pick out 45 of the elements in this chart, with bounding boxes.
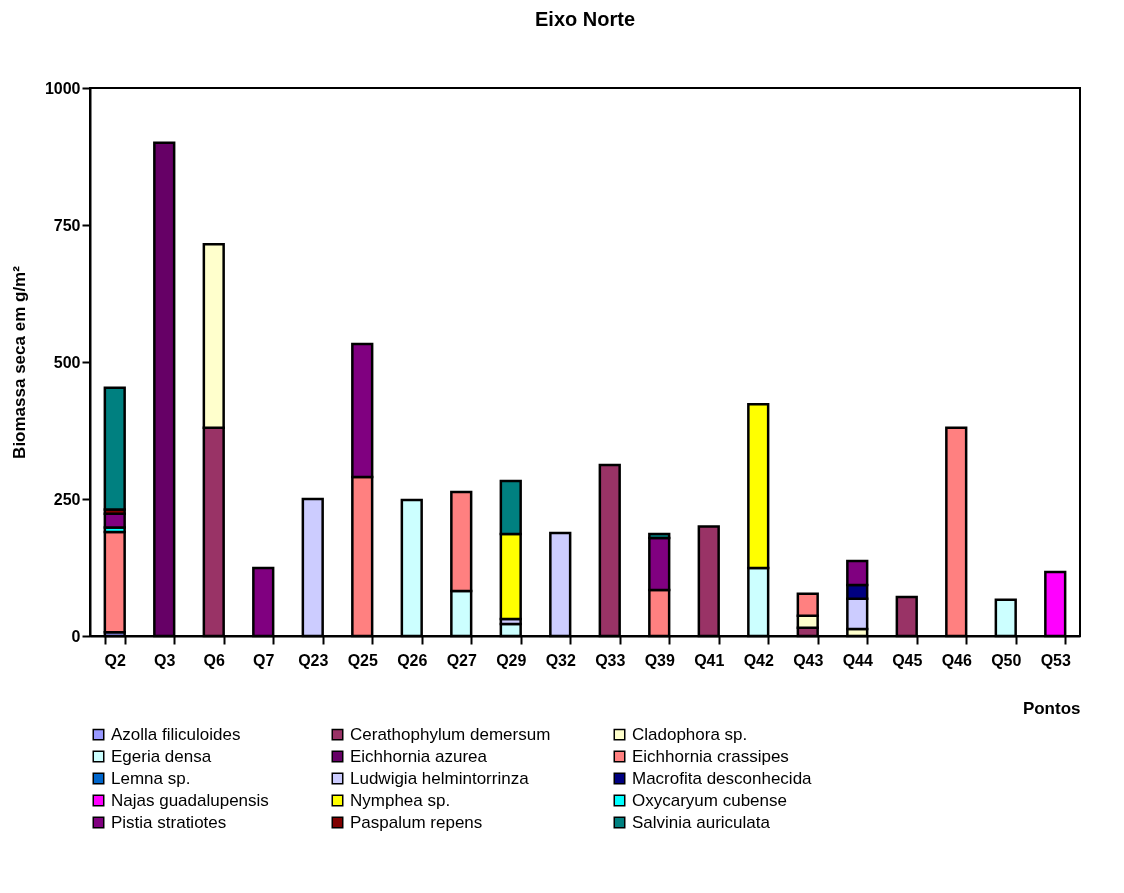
x-tick-label: Q32 — [545, 651, 576, 669]
legend-label: Ludwigia helmintorrinza — [350, 768, 530, 788]
y-tick-label: 250 — [53, 490, 81, 508]
x-tick-label: Q7 — [253, 651, 275, 669]
x-tick-label: Q43 — [793, 651, 824, 669]
y-tick-label: 0 — [71, 627, 81, 645]
legend-label: Oxycaryum cubense — [632, 790, 787, 810]
x-tick-label: Q50 — [991, 651, 1022, 669]
legend-label: Azolla filiculoides — [111, 724, 241, 744]
legend-label: Najas guadalupensis — [111, 790, 269, 810]
legend-label: Lemna sp. — [111, 768, 191, 788]
legend-label: Eichhornia azurea — [350, 746, 488, 766]
chart-title: Eixo Norte — [534, 8, 636, 30]
legend-label: Macrofita desconhecida — [632, 768, 813, 788]
legend-label: Pistia stratiotes — [111, 812, 227, 832]
x-tick-label: Q33 — [595, 651, 626, 669]
legend-label: Paspalum repens — [350, 812, 483, 832]
y-tick-label: 750 — [53, 216, 81, 234]
x-tick-label: Q39 — [644, 651, 675, 669]
legend-label: Cladophora sp. — [632, 724, 748, 744]
legend-label: Salvinia auriculata — [632, 812, 771, 832]
x-tick-label: Q53 — [1040, 651, 1071, 669]
x-tick-label: Q23 — [298, 651, 329, 669]
y-tick-label: 1000 — [44, 79, 81, 97]
legend-label: Cerathophylum demersum — [350, 724, 551, 744]
x-tick-label: Q45 — [892, 651, 923, 669]
x-tick-label: Q46 — [941, 651, 972, 669]
x-tick-label: Q26 — [397, 651, 428, 669]
y-tick-label: 500 — [53, 353, 81, 371]
legend-label: Egeria densa — [111, 746, 212, 766]
x-tick-label: Q2 — [104, 651, 127, 669]
x-tick-label: Q3 — [154, 651, 176, 669]
bar — [103, 530, 126, 634]
x-tick-label: Q25 — [347, 651, 378, 669]
legend-label: Eichhornia crassipes — [632, 746, 789, 766]
x-tick-label: Q27 — [446, 651, 477, 669]
legend-label: Nymphea sp. — [350, 790, 451, 810]
x-tick-label: Q42 — [743, 651, 774, 669]
x-tick-label: Q29 — [496, 651, 527, 669]
x-tick-label: Q6 — [203, 651, 226, 669]
y-axis-title: Biomassa seca em g/m² — [9, 265, 29, 459]
bar — [103, 386, 126, 511]
x-tick-label: Q41 — [694, 651, 725, 669]
x-axis-title: Pontos — [1022, 698, 1081, 718]
x-tick-label: Q44 — [842, 651, 873, 669]
